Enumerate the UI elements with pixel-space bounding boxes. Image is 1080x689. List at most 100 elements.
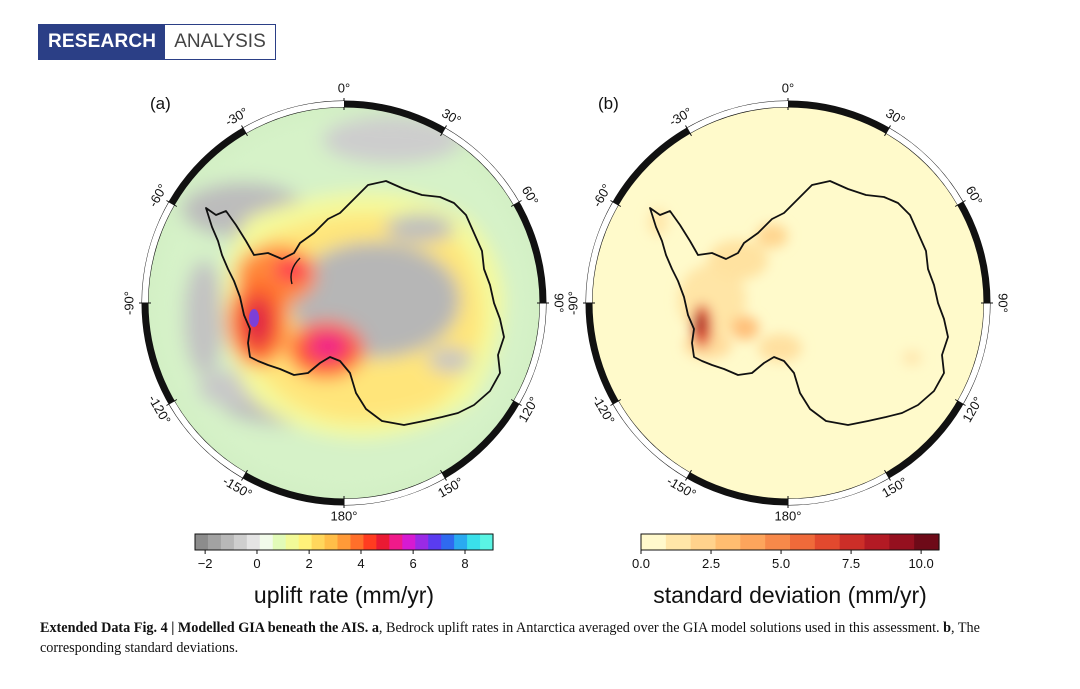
panel-b: (b) 0°30°60°90°120°150°180°-150°-120°-90… [565, 80, 1010, 608]
panel-a: (a) [121, 80, 566, 608]
frame-segment [787, 101, 889, 134]
figure: (a) [121, 80, 1010, 608]
longitude-label: 180° [331, 508, 358, 523]
frame-segment [243, 472, 345, 505]
colorbar-swatch [715, 534, 741, 550]
caption-part-b-text: , The corresponding standard deviations. [40, 620, 980, 656]
panel-b-frame [583, 98, 993, 508]
figure-caption: Extended Data Fig. 4 | Modelled GIA bene… [40, 618, 1045, 658]
frame-segment [885, 400, 963, 478]
frame-segment [441, 128, 519, 206]
colorbar-swatch [814, 534, 841, 550]
caption-part-b-label: b [943, 620, 952, 636]
colorbar-tick-label: 5.0 [772, 556, 790, 571]
frame-tick [241, 125, 248, 137]
frame-segment [169, 128, 247, 206]
longitude-label: 0° [782, 80, 794, 95]
colorbar-swatch [839, 534, 866, 550]
frame-segment [343, 472, 445, 505]
frame-segment [441, 400, 519, 478]
panel-a-colorbar-title: uplift rate (mm/yr) [254, 582, 434, 608]
colorbar-swatch [914, 534, 940, 550]
colorbar-swatch [790, 534, 816, 550]
badge-analysis: ANALYSIS [165, 25, 275, 59]
frame-segment [169, 400, 247, 478]
frame-segment [787, 472, 889, 505]
frame-tick [954, 399, 966, 406]
colorbar-swatch [864, 534, 890, 550]
frame-segment [885, 128, 963, 206]
colorbar-tick-label: −2 [198, 556, 213, 571]
panel-b-colorbar-title: standard deviation (mm/yr) [653, 582, 927, 608]
panel-a-label: (a) [150, 94, 171, 113]
panel-b-label: (b) [598, 94, 619, 113]
panel-a-colorbar: −2 0 2 4 6 8 [194, 533, 494, 571]
frame-tick [954, 200, 966, 207]
longitude-label: -30° [222, 104, 250, 129]
longitude-label: 30° [883, 105, 908, 128]
longitude-label: 60° [963, 183, 986, 208]
colorbar-swatch [259, 534, 274, 550]
longitude-label: -90° [121, 291, 136, 315]
frame-tick [440, 125, 447, 137]
longitude-label: -60° [145, 181, 170, 209]
colorbar-swatch [467, 534, 481, 550]
colorbar-swatch [272, 534, 287, 550]
panel-b-map [592, 107, 984, 499]
colorbar-outline [640, 533, 940, 551]
frame-tick [884, 469, 891, 481]
colorbar-swatch [665, 534, 692, 550]
colorbar-tick-label: 2.5 [702, 556, 720, 571]
longitude-label: 90° [996, 293, 1011, 313]
colorbar-tick-label: 0 [253, 556, 260, 571]
colorbar-swatch [765, 534, 791, 550]
frame-segment [586, 302, 619, 404]
colorbar-tick-label: 6 [410, 556, 417, 571]
frame-tick [166, 399, 178, 406]
colorbar-swatch [441, 534, 455, 550]
frame-tick [440, 469, 447, 481]
colorbar-outline [194, 533, 494, 551]
research-analysis-badge: RESEARCH ANALYSIS [38, 24, 276, 60]
frame-segment [243, 101, 345, 134]
frame-segment [586, 202, 619, 304]
longitude-label: -60° [589, 181, 614, 209]
frame-segment [957, 202, 990, 304]
frame-segment [142, 202, 175, 304]
colorbar-swatch [350, 534, 365, 550]
colorbar-swatch [233, 534, 248, 550]
colorbar-swatch [428, 534, 442, 550]
colorbar-swatch [641, 534, 667, 550]
frame-segment [613, 400, 691, 478]
frame-tick [510, 399, 522, 406]
panel-a-frame [139, 98, 549, 508]
caption-figure-label: Extended Data Fig. 4 | Modelled GIA bene… [40, 620, 369, 636]
frame-segment [142, 302, 175, 404]
colorbar-swatch [285, 534, 300, 550]
frame-segment [513, 202, 546, 304]
colorbar-swatch [324, 534, 339, 550]
colorbar-swatch [389, 534, 403, 550]
colorbar-swatch [207, 534, 222, 550]
colorbar-swatch [220, 534, 235, 550]
colorbar-tick-label: 8 [461, 556, 468, 571]
colorbar-swatch [311, 534, 326, 550]
colorbar-swatch [195, 534, 209, 550]
frame-segment [687, 472, 789, 505]
colorbar-tick-label: 2 [306, 556, 313, 571]
colorbar-swatch [402, 534, 416, 550]
longitude-label: 0° [338, 80, 350, 95]
colorbar-swatch [889, 534, 915, 550]
caption-part-a-text: , Bedrock uplift rates in Antarctica ave… [378, 620, 940, 636]
frame-tick [610, 399, 622, 406]
colorbar-swatch [454, 534, 468, 550]
colorbar-swatch [246, 534, 261, 550]
colorbar-swatch [298, 534, 313, 550]
frame-segment [613, 128, 691, 206]
frame-segment [513, 302, 546, 404]
colorbar-tick-label: 7.5 [842, 556, 860, 571]
frame-tick [685, 469, 692, 481]
frame-tick [610, 200, 622, 207]
frame-tick [685, 125, 692, 137]
frame-tick [510, 200, 522, 207]
